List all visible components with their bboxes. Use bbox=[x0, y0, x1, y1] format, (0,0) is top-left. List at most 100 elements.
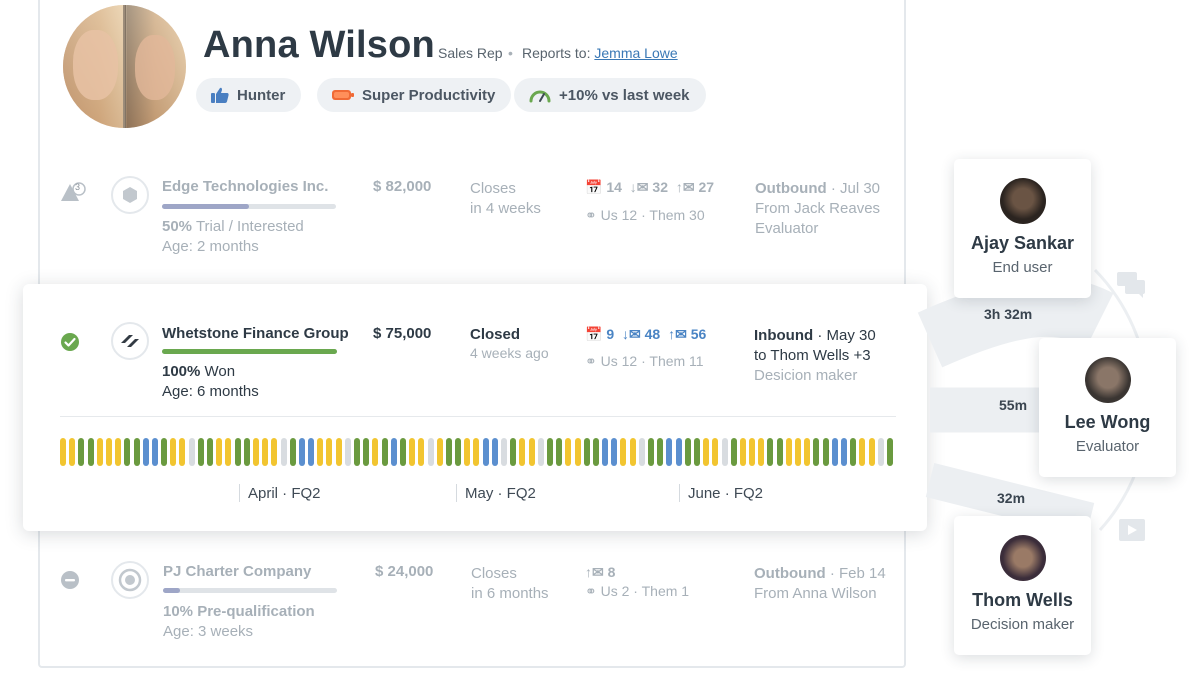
timeline-tick bbox=[684, 438, 691, 466]
warning-icon: 3 bbox=[60, 181, 88, 210]
month-label-may: May · FQ2 bbox=[465, 485, 536, 502]
inbound-mail-icon: ↓✉ bbox=[629, 179, 649, 195]
deal-close-label: Closes bbox=[471, 565, 517, 582]
company-name[interactable]: Edge Technologies Inc. bbox=[162, 178, 329, 195]
timeline-tick bbox=[730, 438, 737, 466]
inbound-mail-icon: ↓✉ bbox=[622, 326, 641, 342]
outbound-count: 27 bbox=[698, 179, 715, 195]
reports-to-label: Reports to: bbox=[522, 45, 591, 61]
profile-avatar[interactable] bbox=[63, 5, 186, 128]
timeline-tick bbox=[620, 438, 627, 466]
source-role: Desicion maker bbox=[754, 367, 858, 384]
duration-thom: 32m bbox=[997, 490, 1026, 506]
deal-progress-bar bbox=[163, 588, 337, 593]
badge-weekly-change[interactable]: +10% vs last week bbox=[514, 78, 706, 112]
timeline-tick bbox=[877, 438, 884, 466]
timeline-tick bbox=[592, 438, 599, 466]
timeline-tick bbox=[280, 438, 287, 466]
timeline-tick bbox=[60, 438, 66, 466]
timeline-tick bbox=[363, 438, 370, 466]
reports-to-link[interactable]: Jemma Lowe bbox=[594, 45, 678, 61]
minus-circle-icon bbox=[60, 570, 80, 595]
video-icon[interactable] bbox=[1117, 517, 1149, 552]
timeline-tick bbox=[795, 438, 801, 466]
timeline-tick bbox=[381, 438, 388, 466]
badge-super-productivity[interactable]: Super Productivity bbox=[317, 78, 512, 112]
outbound-count: 8 bbox=[607, 564, 616, 580]
deal-progress-pct: 50% bbox=[162, 218, 193, 235]
people-text: Us 12 · Them 30 bbox=[600, 207, 705, 223]
deal-stage-label: Pre-qualification bbox=[197, 603, 315, 620]
timeline-tick bbox=[133, 438, 140, 466]
chat-icon[interactable] bbox=[1115, 270, 1147, 305]
inbound-count: 48 bbox=[644, 326, 661, 342]
activity-counts: ↑✉ 8 bbox=[585, 564, 615, 581]
timeline-tick bbox=[886, 438, 893, 466]
timeline-tick bbox=[207, 438, 213, 466]
timeline-tick bbox=[510, 438, 517, 466]
timeline-tick bbox=[225, 438, 232, 466]
reports-to: Reports to: Jemma Lowe bbox=[522, 45, 678, 61]
deal-close-time: 4 weeks ago bbox=[470, 345, 549, 361]
timeline-tick bbox=[427, 438, 434, 466]
separator: • bbox=[508, 45, 513, 61]
timeline-tick bbox=[298, 438, 305, 466]
timeline-tick bbox=[161, 438, 168, 466]
timeline-tick bbox=[409, 438, 416, 466]
activity-timeline[interactable] bbox=[60, 438, 896, 468]
meeting-count: 9 bbox=[606, 326, 615, 342]
deal-card-whetstone[interactable]: Whetstone Finance Group 100% Won Age: 6 … bbox=[23, 284, 927, 531]
company-name[interactable]: PJ Charter Company bbox=[163, 563, 312, 580]
timeline-tick bbox=[326, 438, 333, 466]
timeline-tick bbox=[216, 438, 223, 466]
deal-source: Inbound · May 30 bbox=[754, 327, 876, 344]
timeline-tick bbox=[758, 438, 765, 466]
timeline-tick bbox=[785, 438, 792, 466]
deal-progress-pct: 10% bbox=[163, 603, 194, 620]
timeline-tick bbox=[813, 438, 820, 466]
month-label-april: April · FQ2 bbox=[248, 485, 321, 502]
timeline-tick bbox=[703, 438, 710, 466]
timeline-tick bbox=[308, 438, 315, 466]
timeline-tick bbox=[179, 438, 186, 466]
deal-progress-bar bbox=[162, 349, 337, 354]
timeline-tick bbox=[151, 438, 158, 466]
timeline-tick bbox=[436, 438, 443, 466]
contact-card-thom[interactable]: Thom Wells Decision maker bbox=[954, 516, 1091, 655]
timeline-tick bbox=[501, 438, 507, 466]
timeline-tick bbox=[666, 438, 673, 466]
deal-progress-fill bbox=[163, 588, 181, 593]
warning-count: 3 bbox=[75, 182, 81, 192]
contact-card-ajay[interactable]: Ajay Sankar End user bbox=[954, 159, 1091, 298]
timeline-tick bbox=[657, 438, 664, 466]
deal-amount: $ 24,000 bbox=[375, 563, 434, 580]
timeline-tick bbox=[252, 438, 259, 466]
deal-age: Age: 6 months bbox=[162, 383, 259, 400]
timeline-tick bbox=[87, 438, 94, 466]
timeline-tick bbox=[142, 438, 149, 466]
timeline-tick bbox=[528, 438, 535, 466]
timeline-tick bbox=[115, 438, 122, 466]
company-logo-edge bbox=[111, 176, 149, 214]
people-text: Us 2 · Them 1 bbox=[600, 583, 690, 599]
timeline-tick bbox=[602, 438, 609, 466]
deal-stage: 100% Won bbox=[162, 363, 235, 380]
company-name[interactable]: Whetstone Finance Group bbox=[162, 325, 349, 342]
source-date: · Feb 14 bbox=[829, 565, 886, 582]
deal-close-time: in 6 months bbox=[471, 585, 549, 602]
timeline-tick bbox=[170, 438, 177, 466]
deal-stage: 10% Pre-qualification bbox=[163, 603, 315, 620]
activity-counts: 📅 14 ↓✉ 32 ↑✉ 27 bbox=[585, 179, 714, 196]
timeline-tick bbox=[289, 438, 296, 466]
badge-hunter[interactable]: Hunter bbox=[196, 78, 302, 112]
badge-hunter-label: Hunter bbox=[237, 86, 286, 104]
people-text: Us 12 · Them 11 bbox=[600, 353, 704, 369]
timeline-tick bbox=[850, 438, 857, 466]
deal-progress-pct: 100% bbox=[162, 363, 201, 380]
timeline-tick bbox=[611, 438, 618, 466]
contact-role: Evaluator bbox=[1075, 438, 1140, 455]
people-count: ⚭ Us 12 · Them 11 bbox=[585, 353, 704, 370]
thumbs-up-icon bbox=[210, 86, 230, 104]
timeline-tick bbox=[840, 438, 847, 466]
contact-card-lee[interactable]: Lee Wong Evaluator bbox=[1039, 338, 1176, 477]
